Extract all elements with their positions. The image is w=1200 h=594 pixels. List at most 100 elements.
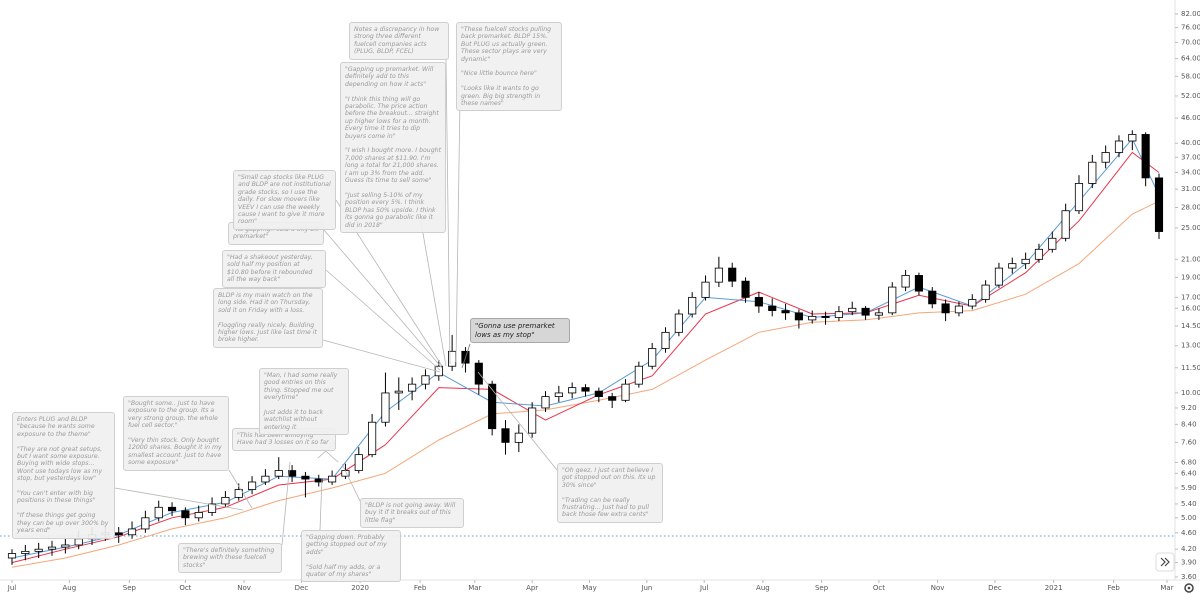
annotation-pointer <box>114 487 244 511</box>
annotation: "Bought some.. Just to have exposure to … <box>123 396 229 471</box>
candle-body <box>728 267 737 282</box>
y-tick-label: 9.20 <box>1181 404 1197 412</box>
y-tick-label: 21.00 <box>1181 255 1200 263</box>
candle-body <box>314 478 323 483</box>
candle-body <box>781 310 790 314</box>
x-tick-label: Jul <box>699 584 709 592</box>
x-tick-label: Sep <box>123 584 137 592</box>
candle-body <box>234 489 243 498</box>
annotation-pointer <box>455 97 461 363</box>
y-tick-label: 11.50 <box>1181 364 1200 372</box>
candle-body <box>261 475 270 483</box>
x-tick-label: Mar <box>1160 584 1173 592</box>
annotation-pointers <box>114 57 558 546</box>
y-tick-label: 46.00 <box>1181 114 1200 122</box>
y-tick-label: 3.90 <box>1181 559 1197 567</box>
candle-body <box>394 390 403 394</box>
annotation: BLDP is my main watch on the long side. … <box>213 288 323 348</box>
candle-body <box>1021 258 1030 265</box>
x-tick-label: 2020 <box>351 584 369 592</box>
candle-body <box>61 544 70 548</box>
y-tick-label: 64.00 <box>1181 55 1200 63</box>
candle-body <box>741 280 750 298</box>
candle-body <box>288 470 297 477</box>
candle-body <box>221 496 230 505</box>
candle-body <box>928 290 937 305</box>
y-tick-label: 4.20 <box>1181 545 1197 553</box>
y-tick-label: 10.00 <box>1181 389 1200 397</box>
y-tick-label: 6.40 <box>1181 469 1197 477</box>
candle-body <box>581 387 590 392</box>
candle-body <box>1141 134 1150 179</box>
x-tick-label: Aug <box>63 584 77 592</box>
candle-body <box>901 275 910 288</box>
y-tick-label: 3.60 <box>1181 573 1197 581</box>
annotation: "These fuelcell stocks pulling back prem… <box>456 22 562 112</box>
candle-body <box>981 284 990 300</box>
candle-body <box>941 303 950 314</box>
candle-body <box>1061 210 1070 239</box>
scroll-button[interactable] <box>1155 552 1175 572</box>
annotation: Notes a discrepancy in how strong three … <box>349 22 449 60</box>
annotation: "Gonna use premarket lows as my stop" <box>470 318 570 343</box>
candle-body <box>74 538 83 546</box>
candle-body <box>821 315 830 318</box>
annotation: "Had a shakeout yesterday, sold half my … <box>222 250 326 288</box>
candle-body <box>968 299 977 307</box>
candle-body <box>528 407 537 434</box>
candle-body <box>914 275 923 292</box>
annotation: "There's definitely something brewing wi… <box>178 543 282 574</box>
candle-body <box>808 315 817 321</box>
annotation-pointer <box>322 339 441 373</box>
candle-body <box>488 383 497 430</box>
candle-body <box>541 396 550 409</box>
candle-body <box>1048 237 1057 250</box>
x-tick-label: Sep <box>815 584 829 592</box>
candle-body <box>594 390 603 397</box>
x-tick-label: Nov <box>237 584 251 592</box>
x-tick-label: Oct <box>873 584 885 592</box>
candle-body <box>1034 248 1044 260</box>
annotation-pointer <box>341 463 363 506</box>
candle-body <box>861 307 870 316</box>
x-tick-label: Oct <box>179 584 191 592</box>
annotation: "Small cap stocks like PLUG and BLDP are… <box>233 170 336 230</box>
x-tick-label: Feb <box>1107 584 1120 592</box>
candle-body <box>474 362 483 385</box>
y-tick-label: 52.00 <box>1181 92 1200 100</box>
x-tick-label: Apr <box>526 584 538 592</box>
x-tick-label: Nov <box>931 584 945 592</box>
annotation-pointer <box>281 461 291 546</box>
candle-body <box>1088 161 1097 184</box>
annotation-pointer <box>319 477 323 531</box>
candle-body <box>714 267 723 283</box>
candle-body <box>834 311 843 318</box>
candle-body <box>634 365 643 385</box>
settings-button[interactable] <box>1184 583 1194 593</box>
candle-body <box>21 550 30 554</box>
x-tick-label: Jul <box>7 584 17 592</box>
candle-body <box>408 383 417 392</box>
annotation: "BLDP is not going away. Will buy it if … <box>360 498 464 529</box>
candle-body <box>754 296 763 307</box>
y-tick-label: 40.00 <box>1181 139 1200 147</box>
y-tick-label: 5.40 <box>1181 500 1197 508</box>
candle-body <box>954 305 964 314</box>
y-tick-label: 7.60 <box>1181 438 1197 446</box>
x-tick-label: Feb <box>414 584 427 592</box>
candle-body <box>381 392 390 423</box>
candle-body <box>167 506 177 512</box>
annotation-pointer <box>477 371 558 471</box>
y-tick-label: 14.50 <box>1181 322 1200 330</box>
candle-body <box>207 503 217 513</box>
candle-body <box>47 546 57 550</box>
candle-body <box>568 387 577 394</box>
candle-body <box>1101 152 1110 163</box>
candle-body <box>1008 263 1017 269</box>
candle-body <box>141 517 150 530</box>
y-tick-label: 19.00 <box>1181 273 1200 281</box>
candle-body <box>888 286 897 314</box>
y-tick-label: 5.90 <box>1181 484 1197 492</box>
candle-body <box>7 553 17 559</box>
